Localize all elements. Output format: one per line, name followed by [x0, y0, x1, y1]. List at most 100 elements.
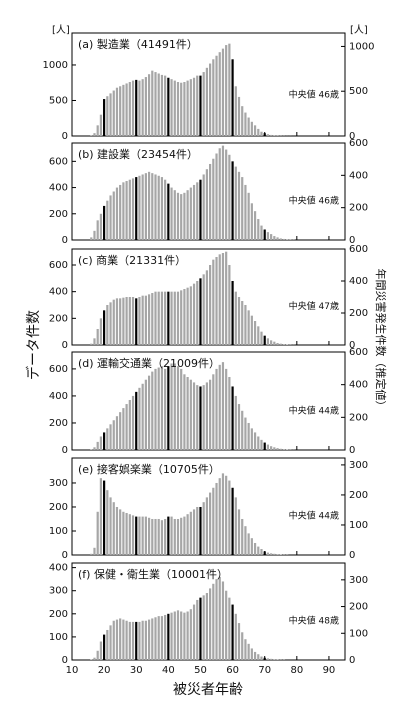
- bar: [115, 506, 119, 555]
- y2-tick-label: 400: [349, 380, 368, 391]
- bar: [228, 377, 231, 450]
- y2-tick-label: 0: [349, 445, 355, 456]
- bar: [138, 516, 141, 555]
- bar: [180, 290, 183, 345]
- bar: [237, 404, 241, 450]
- bar: [202, 274, 205, 345]
- bar: [154, 368, 157, 450]
- bar: [237, 509, 241, 555]
- bar: [192, 283, 196, 345]
- bar: [192, 604, 196, 660]
- bar: [167, 183, 170, 240]
- bar: [199, 386, 202, 450]
- bar: [109, 195, 112, 240]
- bar: [196, 599, 199, 660]
- bar: [225, 475, 228, 555]
- bar: [212, 259, 215, 345]
- bar: [135, 177, 138, 240]
- bar: [273, 341, 276, 345]
- bar: [212, 59, 215, 136]
- bar: [196, 75, 199, 136]
- bar: [250, 428, 253, 450]
- plot-frame: [71, 32, 346, 137]
- bar: [154, 72, 157, 136]
- bar: [241, 518, 244, 555]
- bar: [147, 171, 151, 240]
- bar: [196, 281, 199, 345]
- bar: [202, 595, 205, 660]
- bar: [176, 192, 180, 240]
- bar: [109, 424, 112, 450]
- bar: [225, 368, 228, 450]
- bar: [186, 377, 189, 450]
- panel-label: (d) 運輸交通業（21009件）: [78, 356, 220, 370]
- y-tick-label: 0: [62, 445, 68, 456]
- bar: [250, 315, 253, 345]
- bar: [234, 613, 237, 660]
- bar: [96, 650, 99, 660]
- y2-tick-label: 0: [349, 340, 355, 351]
- panel-label: (c) 商業（21331件）: [78, 253, 186, 267]
- bar: [141, 516, 144, 555]
- bar: [115, 619, 119, 660]
- bar: [135, 621, 138, 660]
- bar: [176, 518, 180, 555]
- bar: [205, 382, 208, 450]
- bar: [286, 239, 289, 240]
- bar: [99, 478, 103, 555]
- x-tick-label: 30: [130, 665, 143, 676]
- bar: [253, 432, 257, 450]
- bar: [270, 134, 273, 136]
- bar: [263, 442, 266, 450]
- bar: [147, 517, 151, 555]
- bar: [215, 579, 218, 660]
- bar: [160, 177, 164, 240]
- bar: [192, 77, 196, 136]
- bar: [176, 82, 180, 136]
- bar: [147, 619, 151, 660]
- bar: [215, 153, 218, 240]
- bar: [270, 234, 273, 240]
- bar: [273, 659, 276, 660]
- bar: [164, 614, 167, 660]
- bar: [270, 658, 273, 660]
- bar: [244, 305, 247, 345]
- bar: [144, 295, 147, 345]
- bar: [96, 441, 99, 450]
- bar: [276, 448, 279, 450]
- bar: [141, 79, 144, 136]
- bar: [90, 449, 93, 450]
- bar: [237, 623, 241, 660]
- bar: [99, 436, 103, 450]
- bar: [234, 497, 237, 555]
- bar: [215, 257, 218, 345]
- bar: [154, 617, 157, 660]
- bar: [183, 289, 186, 345]
- bar: [199, 278, 202, 345]
- bar: [205, 270, 208, 345]
- bar: [122, 84, 125, 136]
- bar: [157, 616, 160, 660]
- bar: [189, 609, 192, 660]
- bar: [112, 502, 115, 555]
- bar: [186, 611, 189, 660]
- bar: [260, 331, 263, 345]
- bar: [138, 387, 141, 450]
- x-tick-label: 80: [290, 665, 303, 676]
- bar: [103, 310, 106, 345]
- bar: [202, 72, 205, 136]
- plot-frame: [71, 562, 346, 661]
- bar: [112, 90, 115, 136]
- bar: [135, 298, 138, 345]
- bar: [263, 335, 266, 345]
- bar: [205, 169, 208, 240]
- y-tick-label: 600: [49, 260, 68, 271]
- bar: [282, 344, 286, 345]
- bar: [131, 395, 135, 450]
- bar: [151, 518, 154, 555]
- bar: [119, 412, 122, 450]
- median-label: 中央値 46歳: [289, 195, 339, 207]
- bar: [250, 121, 253, 136]
- bar: [244, 417, 247, 450]
